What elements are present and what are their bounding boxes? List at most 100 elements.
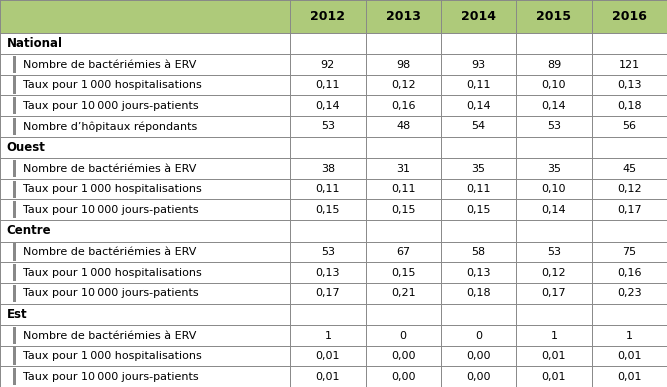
Text: 1: 1 bbox=[324, 330, 331, 341]
Bar bbox=[516, 0, 592, 33]
Text: 0,01: 0,01 bbox=[617, 372, 642, 382]
Text: 0,01: 0,01 bbox=[542, 351, 566, 361]
Bar bbox=[290, 220, 366, 242]
Bar bbox=[13, 118, 16, 135]
Bar bbox=[592, 283, 667, 303]
Text: 0: 0 bbox=[400, 330, 407, 341]
Bar bbox=[592, 54, 667, 75]
Bar bbox=[592, 158, 667, 179]
Bar bbox=[0, 220, 290, 242]
Bar bbox=[0, 137, 290, 158]
Text: 0,15: 0,15 bbox=[391, 268, 416, 277]
Bar bbox=[516, 116, 592, 137]
Text: 1: 1 bbox=[626, 330, 633, 341]
Bar bbox=[290, 0, 366, 33]
Text: 0,15: 0,15 bbox=[391, 205, 416, 215]
Bar bbox=[592, 262, 667, 283]
Text: 53: 53 bbox=[321, 121, 335, 131]
Text: 53: 53 bbox=[547, 121, 561, 131]
Text: 0,11: 0,11 bbox=[315, 80, 340, 90]
Bar bbox=[366, 199, 441, 220]
Bar bbox=[441, 199, 516, 220]
Text: 2016: 2016 bbox=[612, 10, 647, 23]
Text: National: National bbox=[7, 37, 63, 50]
Bar bbox=[366, 179, 441, 199]
Bar bbox=[441, 137, 516, 158]
Bar bbox=[290, 242, 366, 262]
Text: Taux pour 10 000 jours-patients: Taux pour 10 000 jours-patients bbox=[23, 372, 198, 382]
Text: 67: 67 bbox=[396, 247, 410, 257]
Text: Taux pour 1 000 hospitalisations: Taux pour 1 000 hospitalisations bbox=[23, 268, 201, 277]
Text: 0,18: 0,18 bbox=[617, 101, 642, 111]
Text: Taux pour 10 000 jours-patients: Taux pour 10 000 jours-patients bbox=[23, 101, 198, 111]
Bar bbox=[366, 0, 441, 33]
Bar bbox=[13, 264, 16, 281]
Bar bbox=[0, 325, 290, 346]
Text: 0,11: 0,11 bbox=[466, 184, 491, 194]
Text: 0,21: 0,21 bbox=[391, 288, 416, 298]
Text: Centre: Centre bbox=[7, 224, 51, 237]
Bar bbox=[290, 283, 366, 303]
Text: 0,23: 0,23 bbox=[617, 288, 642, 298]
Text: 58: 58 bbox=[472, 247, 486, 257]
Bar bbox=[441, 0, 516, 33]
Bar bbox=[592, 0, 667, 33]
Text: 92: 92 bbox=[321, 60, 335, 70]
Text: 0,14: 0,14 bbox=[542, 101, 566, 111]
Text: Est: Est bbox=[7, 308, 27, 321]
Bar bbox=[366, 220, 441, 242]
Text: Taux pour 10 000 jours-patients: Taux pour 10 000 jours-patients bbox=[23, 205, 198, 215]
Text: 0,12: 0,12 bbox=[617, 184, 642, 194]
Bar bbox=[592, 346, 667, 366]
Text: 48: 48 bbox=[396, 121, 410, 131]
Bar bbox=[0, 54, 290, 75]
Text: 2014: 2014 bbox=[461, 10, 496, 23]
Bar bbox=[592, 95, 667, 116]
Bar bbox=[0, 116, 290, 137]
Bar bbox=[516, 158, 592, 179]
Bar bbox=[516, 75, 592, 95]
Bar bbox=[0, 303, 290, 325]
Text: 0,16: 0,16 bbox=[391, 101, 416, 111]
Text: 0,16: 0,16 bbox=[617, 268, 642, 277]
Text: 0,17: 0,17 bbox=[617, 205, 642, 215]
Text: 0,15: 0,15 bbox=[466, 205, 491, 215]
Bar bbox=[592, 116, 667, 137]
Bar bbox=[516, 242, 592, 262]
Bar bbox=[516, 366, 592, 387]
Text: 2015: 2015 bbox=[536, 10, 572, 23]
Bar bbox=[441, 75, 516, 95]
Bar bbox=[592, 303, 667, 325]
Text: 0,13: 0,13 bbox=[466, 268, 491, 277]
Bar bbox=[0, 158, 290, 179]
Bar bbox=[441, 33, 516, 54]
Bar bbox=[441, 116, 516, 137]
Text: 0,00: 0,00 bbox=[466, 351, 491, 361]
Bar bbox=[13, 327, 16, 344]
Bar bbox=[13, 284, 16, 302]
Text: 0,00: 0,00 bbox=[466, 372, 491, 382]
Bar bbox=[592, 33, 667, 54]
Bar bbox=[592, 179, 667, 199]
Text: 89: 89 bbox=[547, 60, 561, 70]
Bar bbox=[592, 75, 667, 95]
Text: 0,11: 0,11 bbox=[466, 80, 491, 90]
Bar bbox=[13, 77, 16, 94]
Bar bbox=[516, 325, 592, 346]
Text: Nombre de bactériémies à ERV: Nombre de bactériémies à ERV bbox=[23, 164, 196, 173]
Bar bbox=[441, 220, 516, 242]
Bar bbox=[441, 283, 516, 303]
Text: 38: 38 bbox=[321, 164, 335, 173]
Bar bbox=[366, 325, 441, 346]
Bar bbox=[592, 199, 667, 220]
Bar bbox=[516, 137, 592, 158]
Bar bbox=[441, 242, 516, 262]
Bar bbox=[516, 346, 592, 366]
Bar bbox=[0, 75, 290, 95]
Bar bbox=[13, 243, 16, 261]
Text: 0,11: 0,11 bbox=[315, 184, 340, 194]
Bar bbox=[366, 137, 441, 158]
Text: 0,12: 0,12 bbox=[542, 268, 566, 277]
Text: 31: 31 bbox=[396, 164, 410, 173]
Text: Taux pour 1 000 hospitalisations: Taux pour 1 000 hospitalisations bbox=[23, 184, 201, 194]
